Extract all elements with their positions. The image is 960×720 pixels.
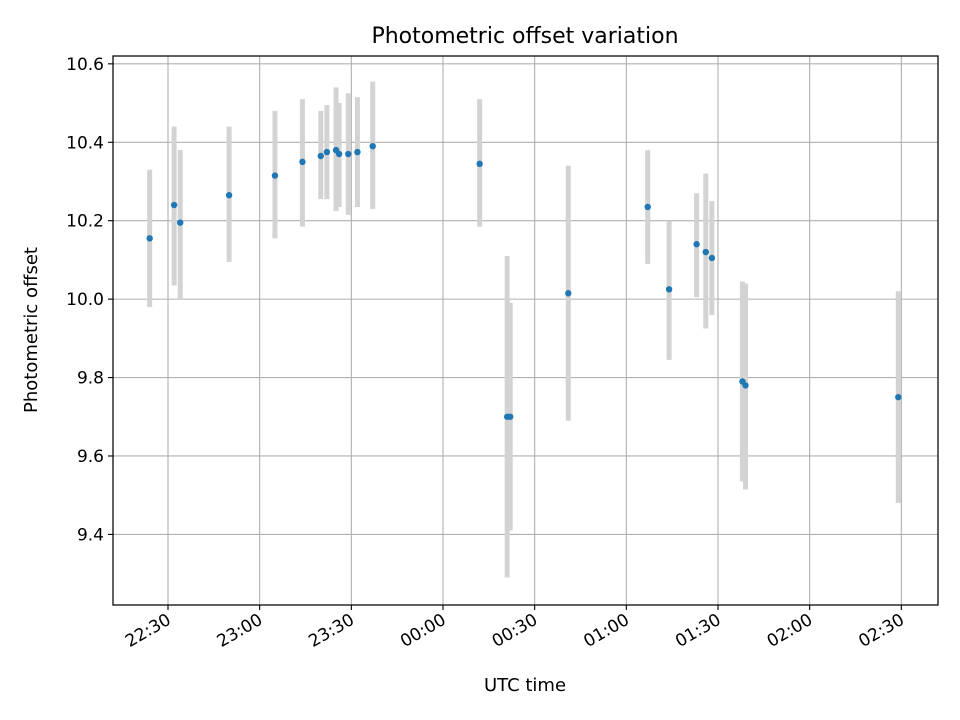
data-point (565, 290, 572, 297)
data-point (323, 148, 331, 156)
data-point (665, 286, 673, 293)
y-tick-label: 9.6 (77, 447, 104, 467)
data-point (335, 150, 343, 158)
data-point (742, 382, 749, 389)
data-point (225, 192, 233, 199)
data-point (146, 235, 153, 242)
data-point (299, 158, 306, 166)
y-tick-label: 9.8 (77, 369, 104, 389)
y-axis-label: Photometric offset (21, 247, 42, 413)
x-axis-label: UTC time (484, 675, 566, 696)
data-point (354, 148, 361, 156)
data-point (317, 152, 324, 160)
data-point (369, 142, 376, 150)
data-point (170, 201, 178, 209)
data-point (271, 172, 279, 179)
data-point (708, 254, 716, 262)
data-point (476, 160, 483, 168)
data-point (507, 413, 514, 420)
data-point (702, 248, 709, 256)
y-tick-label: 10.0 (66, 290, 104, 310)
data-point (345, 150, 352, 158)
data-point (693, 241, 700, 248)
data-points (146, 142, 902, 420)
y-tick-label: 9.4 (77, 525, 104, 545)
y-tick-label: 10.4 (66, 133, 104, 153)
data-point (895, 393, 902, 401)
data-point (644, 203, 651, 211)
y-tick-label: 10.2 (66, 212, 104, 232)
plot-area-frame (112, 55, 939, 606)
y-tick-label: 10.6 (66, 55, 104, 75)
data-point (177, 219, 184, 226)
y-axis-ticks: 9.4 9.6 9.8 10.0 10.2 10.4 10.6 (66, 55, 113, 545)
grid-lines (113, 56, 938, 605)
chart-title: Photometric offset variation (371, 24, 678, 49)
